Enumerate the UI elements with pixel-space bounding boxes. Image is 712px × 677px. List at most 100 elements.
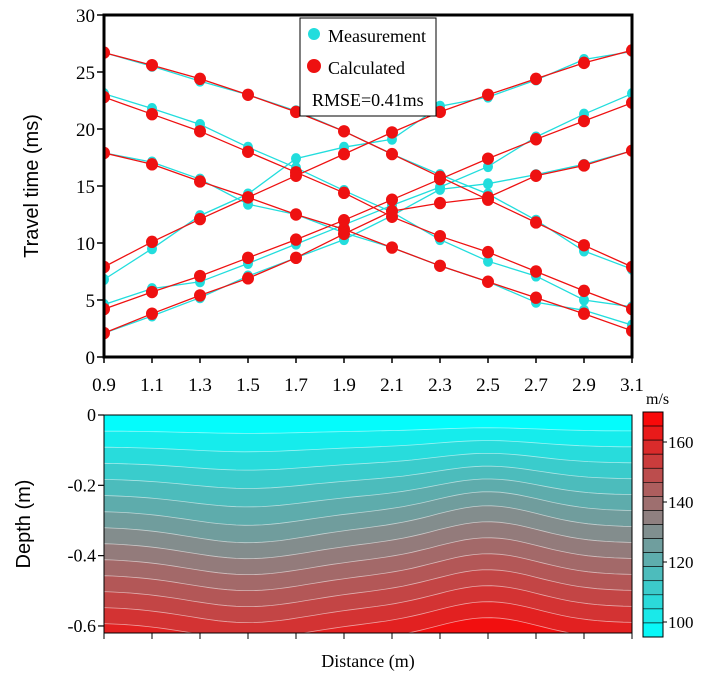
calculated-point xyxy=(386,204,398,218)
calculated-point xyxy=(578,159,590,172)
calculated-series-line xyxy=(104,150,632,334)
legend-box xyxy=(299,17,437,117)
colorbar-tick-label: 100 xyxy=(668,613,694,632)
calculated-point xyxy=(482,191,494,204)
colorbar-swatch xyxy=(642,622,664,638)
measurement-point xyxy=(483,255,493,267)
colorbar-swatch xyxy=(642,411,664,427)
legend-measurement-marker xyxy=(308,28,320,40)
calculated-point xyxy=(194,289,206,302)
calculated-point xyxy=(146,235,158,249)
calculated-point xyxy=(482,245,494,259)
calculated-point xyxy=(434,229,446,243)
calculated-point xyxy=(338,186,350,200)
colorbar-swatch xyxy=(642,467,664,483)
calculated-point xyxy=(242,145,254,158)
calculated-point xyxy=(434,259,446,272)
colorbar-swatch xyxy=(642,453,664,469)
calculated-point xyxy=(290,208,302,221)
calculated-point xyxy=(386,147,398,161)
calculated-point xyxy=(146,107,158,121)
calculated-series-line xyxy=(104,102,632,310)
depth-tick-label: -0.6 xyxy=(68,616,97,636)
calculated-point xyxy=(482,275,494,288)
x-tick-label: 1.7 xyxy=(284,375,308,396)
calculated-point xyxy=(242,272,254,285)
calculated-point xyxy=(290,251,302,265)
x-tick-label: 0.9 xyxy=(92,375,116,396)
y-tick-label: 30 xyxy=(76,6,95,27)
calculated-point xyxy=(386,193,398,206)
travel-time-chart: 0 5 10 15 20 25 30 0.9 1.1 1.3 1.5 1.7 1.9 2.1 2.3 2.5 2… xyxy=(21,6,644,396)
y-tick-label: 0 xyxy=(86,348,96,369)
x-tick-label: 1.9 xyxy=(332,375,356,396)
calculated-point xyxy=(434,196,446,210)
calculated-series-line xyxy=(104,152,632,332)
colorbar-swatch xyxy=(642,482,664,497)
colorbar-swatch xyxy=(642,524,664,539)
x-tick-label: 2.5 xyxy=(476,375,500,396)
y-tick-label: 15 xyxy=(76,177,95,198)
travel-time-plot-area xyxy=(104,44,632,340)
y-tick-label: 20 xyxy=(76,120,95,141)
y-tick-label: 10 xyxy=(76,234,95,255)
x-tick-label: 1.1 xyxy=(140,375,164,396)
x-tick-label: 2.7 xyxy=(524,375,548,396)
measurement-point xyxy=(483,178,493,190)
x-tick-label: 2.1 xyxy=(380,375,404,396)
calculated-point xyxy=(146,158,158,171)
measurement-series-line xyxy=(104,150,632,334)
colorbar-swatch xyxy=(642,566,664,582)
colorbar-swatch xyxy=(642,496,664,511)
colorbar-swatch xyxy=(642,580,664,596)
colorbar-swatch xyxy=(642,439,664,455)
calculated-point xyxy=(290,233,302,246)
calculated-series-line xyxy=(104,96,632,310)
calculated-point xyxy=(146,285,158,299)
calculated-point xyxy=(194,175,206,188)
measurement-point xyxy=(291,153,301,165)
distance-xlabel: Distance (m) xyxy=(321,651,414,672)
calculated-point xyxy=(338,227,350,241)
calculated-point xyxy=(434,105,446,119)
x-tick-label: 1.3 xyxy=(188,375,212,396)
legend-measurement-label: Measurement xyxy=(328,26,426,46)
depth-tick-label: 0 xyxy=(87,405,96,425)
depth-tick-label: -0.4 xyxy=(68,546,97,566)
velocity-model-chart: 0 -0.2 -0.4 -0.6 Depth (m) Distance (m) m/s… xyxy=(13,391,694,672)
calculated-point xyxy=(578,114,590,128)
measurement-series-line xyxy=(104,152,632,326)
calculated-point xyxy=(338,214,350,227)
x-tick-label: 2.3 xyxy=(428,375,452,396)
calculated-point xyxy=(578,284,590,298)
calculated-point xyxy=(530,133,542,146)
calculated-point xyxy=(242,251,254,265)
velocity-contours xyxy=(104,415,632,633)
calculated-point xyxy=(194,212,206,226)
calculated-point xyxy=(578,239,590,252)
colorbar-tick-label: 120 xyxy=(668,553,694,572)
velocity-model-axes: 0 -0.2 -0.4 -0.6 xyxy=(68,405,633,639)
travel-time-axes: 0 5 10 15 20 25 30 0.9 1.1 1.3 1.5 1.7 1.9 2.1 2.3 2.5 2… xyxy=(76,6,644,396)
x-tick-label: 2.9 xyxy=(572,375,596,396)
calculated-point xyxy=(530,216,542,229)
legend: Measurement Calculated RMSE=0.41ms xyxy=(299,17,437,117)
x-tick-label: 3.1 xyxy=(620,375,644,396)
depth-ylabel: Depth (m) xyxy=(13,480,35,569)
calculated-point xyxy=(530,72,542,86)
calculated-point xyxy=(338,147,350,161)
calculated-point xyxy=(194,125,206,138)
colorbar-tick-label: 140 xyxy=(668,493,694,512)
colorbar-swatch xyxy=(642,425,664,441)
calculated-point xyxy=(386,241,398,254)
calculated-point xyxy=(530,265,542,278)
measurement-series-line xyxy=(104,93,632,306)
colorbar-swatch xyxy=(642,552,664,567)
calculated-point xyxy=(338,125,350,138)
rmse-annotation: RMSE=0.41ms xyxy=(312,90,424,110)
colorbar-tick-label: 160 xyxy=(668,433,694,452)
y-tick-label: 25 xyxy=(76,63,95,84)
calculated-point xyxy=(434,172,446,186)
colorbar-swatch xyxy=(642,510,664,525)
calculated-point xyxy=(578,56,590,70)
